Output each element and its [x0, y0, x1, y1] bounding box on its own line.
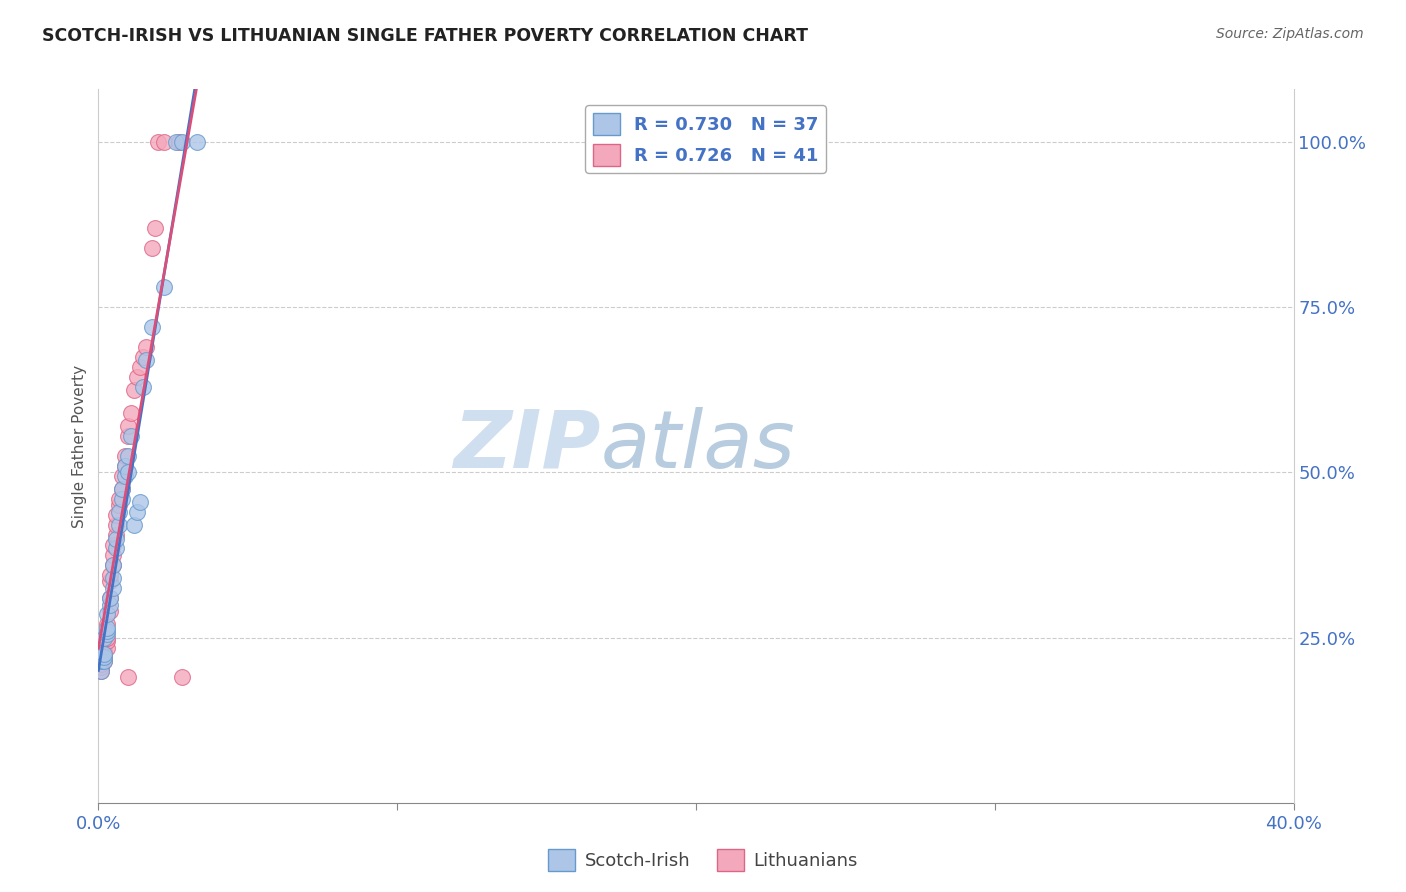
Point [172, 135, 194, 149]
Point [165, 135, 187, 149]
Text: ZIP: ZIP [453, 407, 600, 485]
Point [108, 499, 131, 513]
Point [105, 532, 128, 546]
Point [124, 383, 146, 397]
Point [129, 495, 152, 509]
Point [111, 491, 134, 506]
Point [96, 607, 118, 622]
Point [120, 406, 142, 420]
Point [129, 359, 152, 374]
Point [96, 624, 118, 638]
Point [135, 340, 157, 354]
Point [114, 458, 136, 473]
Point [90, 654, 112, 668]
Point [141, 320, 163, 334]
Point [93, 647, 115, 661]
Point [132, 350, 155, 364]
Point [105, 518, 128, 533]
Point [103, 538, 125, 552]
Point [132, 379, 155, 393]
Text: atlas: atlas [600, 407, 796, 485]
Point [117, 466, 139, 480]
Point [108, 491, 131, 506]
Point [93, 650, 115, 665]
Point [103, 581, 125, 595]
Point [98, 591, 122, 605]
Point [117, 419, 139, 434]
Point [135, 353, 157, 368]
Point [96, 631, 118, 645]
Point [143, 221, 166, 235]
Point [111, 482, 134, 496]
Point [186, 135, 208, 149]
Point [117, 449, 139, 463]
Point [105, 541, 128, 556]
Point [172, 670, 194, 684]
Y-axis label: Single Father Poverty: Single Father Poverty [72, 365, 87, 527]
Point [93, 650, 115, 665]
Point [141, 241, 163, 255]
Point [103, 571, 125, 585]
Point [96, 627, 118, 641]
Text: SCOTCH-IRISH VS LITHUANIAN SINGLE FATHER POVERTY CORRELATION CHART: SCOTCH-IRISH VS LITHUANIAN SINGLE FATHER… [42, 27, 808, 45]
Point [111, 482, 134, 496]
Point [108, 518, 131, 533]
Point [96, 640, 118, 655]
Point [111, 468, 134, 483]
Point [93, 644, 115, 658]
Point [167, 135, 190, 149]
Point [114, 458, 136, 473]
Point [98, 591, 122, 605]
Point [117, 670, 139, 684]
Text: Source: ZipAtlas.com: Source: ZipAtlas.com [1216, 27, 1364, 41]
Point [103, 558, 125, 572]
Point [127, 505, 149, 519]
Point [98, 567, 122, 582]
Point [90, 650, 112, 665]
Point [93, 654, 115, 668]
Point [103, 548, 125, 562]
Point [90, 660, 112, 674]
Point [108, 505, 131, 519]
Point [120, 429, 142, 443]
Legend: R = 0.730   N = 37, R = 0.726   N = 41: R = 0.730 N = 37, R = 0.726 N = 41 [585, 105, 825, 173]
Point [93, 631, 115, 645]
Point [93, 654, 115, 668]
Point [98, 598, 122, 612]
Point [98, 604, 122, 618]
Point [124, 518, 146, 533]
Point [98, 574, 122, 589]
Point [90, 657, 112, 671]
Point [127, 369, 149, 384]
Point [105, 528, 128, 542]
Legend: Scotch-Irish, Lithuanians: Scotch-Irish, Lithuanians [541, 842, 865, 879]
Point [117, 429, 139, 443]
Point [96, 621, 118, 635]
Point [153, 135, 176, 149]
Point [114, 468, 136, 483]
Point [153, 280, 176, 294]
Point [114, 449, 136, 463]
Point [148, 135, 170, 149]
Point [90, 664, 112, 678]
Point [90, 664, 112, 678]
Point [96, 634, 118, 648]
Point [96, 617, 118, 632]
Point [105, 508, 128, 523]
Point [103, 558, 125, 572]
